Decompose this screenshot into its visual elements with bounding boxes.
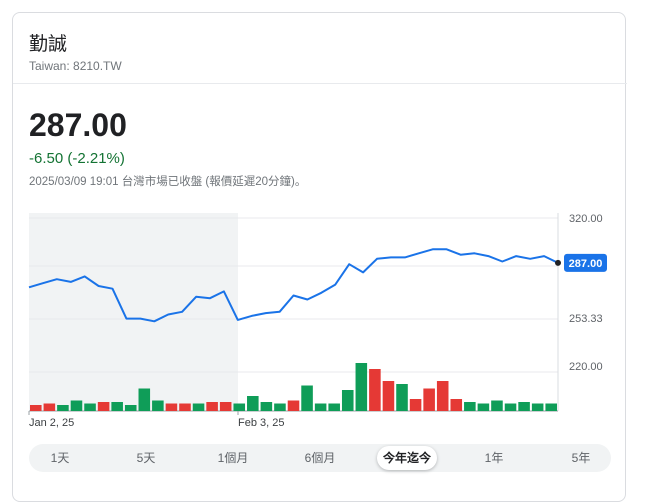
range-tab-4[interactable]: 今年迄今 [376,446,438,470]
volume-bar-13 [206,402,218,411]
volume-bar-10 [165,403,178,411]
volume-bar-12 [192,403,205,411]
volume-bar-25 [369,369,381,411]
volume-bar-8 [138,388,151,411]
stock-ticker: Taiwan: 8210.TW [29,59,122,73]
range-tab-2[interactable]: 1個月 [217,451,249,465]
volume-bar-30 [436,381,449,411]
volume-bar-14 [219,402,232,411]
volume-bar-29 [423,388,435,411]
volume-bar-36 [518,402,530,411]
volume-bar-27 [396,384,408,411]
current-value-badge [564,253,607,272]
stock-name: 勤誠 [29,34,68,55]
volume-bar-31 [450,399,463,411]
volume-bar-6 [111,402,123,411]
volume-bar-32 [464,402,476,411]
volume-bar-1 [43,403,56,411]
x-tick-label-0: Jan 2, 25 [29,417,74,429]
x-tick-label-1: Feb 3, 25 [238,417,284,429]
current-value-label: 287.00 [569,258,603,270]
volume-bar-34 [491,400,503,411]
volume-bar-22 [328,403,340,411]
volume-bar-23 [341,390,354,411]
stock-card: 勤誠 Taiwan: 8210.TW 287.00 -6.50 (-2.21%)… [12,12,627,502]
range-tab-5[interactable]: 1年 [484,451,504,465]
volume-bar-4 [84,403,96,411]
volume-bar-7 [124,405,137,411]
current-value-dot [555,259,561,266]
volume-bar-19 [287,400,300,411]
volume-bar-24 [355,363,368,411]
volume-bar-2 [57,405,69,411]
range-selector: 1天 5天 1個月 6個月 今年迄今 1年 5年 [29,444,611,472]
range-tab-6[interactable]: 5年 [571,451,591,465]
volume-bar-37 [531,403,544,411]
volume-bar-38 [545,403,557,411]
y-tick-label-1: 253.33 [569,313,603,325]
volume-bar-20 [301,385,313,411]
volume-bar-21 [314,403,327,411]
price-change: -6.50 (-2.21%) [29,150,125,167]
range-tab-0[interactable]: 1天 [50,451,70,465]
previous-period-shade [29,213,238,411]
volume-bar-3 [70,400,83,411]
market-timestamp: 2025/03/09 19:01 台灣市場已收盤 (報價延遲20分鐘)。 [29,176,307,188]
range-tab-3[interactable]: 6個月 [304,451,336,465]
volume-bar-35 [504,403,517,411]
volume-bar-0 [30,405,42,411]
volume-bar-15 [233,403,246,411]
card-header: 勤誠 Taiwan: 8210.TW [13,13,627,84]
volume-bar-18 [274,403,286,411]
volume-bar-26 [382,381,395,411]
volume-bar-5 [97,402,110,411]
volume-bar-16 [247,396,259,411]
price-line [28,248,559,323]
y-tick-label-0: 320.00 [569,213,603,225]
volume-bar-17 [260,402,273,411]
price-chart[interactable]: 320.00 253.33 220.00 Jan 2, 25 Feb 3, 25 287.… [13,13,627,443]
volume-bar-28 [409,399,422,411]
y-tick-label-2: 220.00 [569,361,603,373]
volume-bar-33 [477,403,490,411]
current-price: 287.00 [29,107,127,143]
volume-bar-9 [152,400,164,411]
volume-bar-11 [179,403,191,411]
range-tab-1[interactable]: 5天 [136,451,156,465]
